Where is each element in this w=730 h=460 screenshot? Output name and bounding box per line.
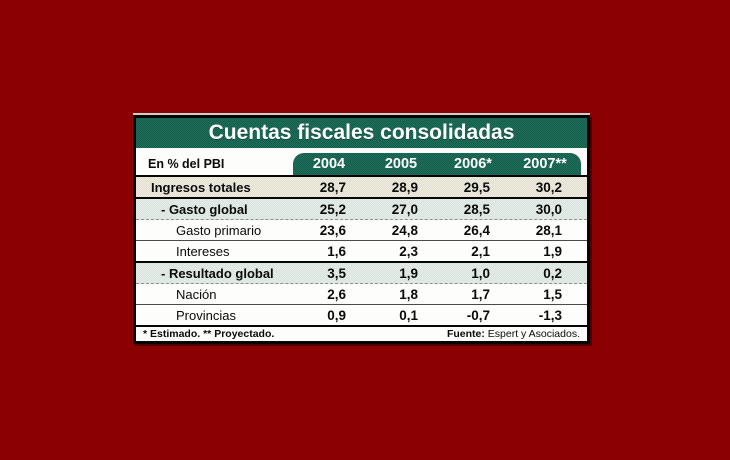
row-label: Ingresos totales (151, 179, 251, 195)
table-row-ingresos-totales: Ingresos totales 28,7 28,9 29,5 30,2 (136, 177, 587, 199)
row-value: 28,1 (535, 222, 562, 238)
source-label: Fuente: (446, 328, 485, 340)
row-value: 30,2 (535, 179, 562, 195)
row-value: 23,6 (319, 222, 346, 238)
row-value: 30,0 (535, 201, 562, 217)
row-value: 27,0 (391, 201, 418, 217)
row-value: 29,5 (463, 179, 490, 195)
row-value: 1,6 (327, 243, 346, 259)
row-label: Intereses (176, 243, 230, 259)
row-label: Provincias (176, 307, 236, 323)
row-value: 28,5 (463, 201, 490, 217)
table-row-gasto-primario: Gasto primario 23,6 24,8 26,4 28,1 (136, 220, 587, 241)
row-value: 1,9 (399, 265, 418, 281)
row-value: 28,7 (319, 179, 346, 195)
row-value: 0,1 (399, 307, 418, 323)
row-value: 1,0 (471, 265, 490, 281)
year-header-pill: 2004 2005 2006* 2007** (293, 153, 581, 175)
table-title: Cuentas fiscales consolidadas (208, 121, 515, 144)
table-header-row: En % del PBI 2004 2005 2006* 2007** (136, 148, 587, 177)
table-row-provincias: Provincias 0,9 0,1 -0,7 -1,3 (136, 305, 587, 327)
source-text: Fuente: Espert y Asociados. (447, 328, 580, 340)
column-header-2006: 2006* (454, 156, 492, 172)
table-row-intereses: Intereses 1,6 2,3 2,1 1,9 (136, 241, 587, 263)
column-header-2007: 2007** (523, 156, 567, 172)
table-row-nacion: Nación 2,6 1,8 1,7 1,5 (136, 284, 587, 305)
fiscal-table-panel: Cuentas fiscales consolidadas En % del P… (133, 115, 590, 344)
footnote-text: * Estimado. ** Proyectado. (143, 328, 275, 340)
row-value: 1,5 (543, 286, 562, 302)
row-value: 1,7 (471, 286, 490, 302)
row-label: Gasto primario (176, 222, 262, 238)
row-value: 24,8 (391, 222, 418, 238)
row-value: 3,5 (327, 265, 346, 281)
row-label: - Resultado global (161, 265, 274, 281)
source-name: Espert y Asociados. (484, 328, 580, 340)
row-value: 0,9 (327, 307, 346, 323)
row-value: 1,9 (543, 243, 562, 259)
table-title-bar: Cuentas fiscales consolidadas (136, 118, 587, 148)
row-value: 2,6 (327, 286, 346, 302)
row-label: Nación (176, 286, 217, 302)
table-row-gasto-global: - Gasto global 25,2 27,0 28,5 30,0 (136, 199, 587, 220)
table-row-resultado-global: - Resultado global 3,5 1,9 1,0 0,2 (136, 263, 587, 284)
row-label: - Gasto global (161, 201, 248, 217)
row-value: 1,8 (399, 286, 418, 302)
column-header-2004: 2004 (312, 156, 346, 172)
row-value: 28,9 (391, 179, 418, 195)
row-value: 26,4 (463, 222, 490, 238)
column-header-2005: 2005 (384, 156, 418, 172)
row-value: 2,3 (399, 243, 418, 259)
table-footer: * Estimado. ** Proyectado. Fuente: Esper… (136, 327, 587, 341)
row-value: -0,7 (466, 307, 490, 323)
unit-label: En % del PBI (148, 157, 225, 171)
row-value: 25,2 (319, 201, 346, 217)
row-value: 0,2 (543, 265, 562, 281)
row-value: 2,1 (471, 243, 490, 259)
row-value: -1,3 (538, 307, 562, 323)
